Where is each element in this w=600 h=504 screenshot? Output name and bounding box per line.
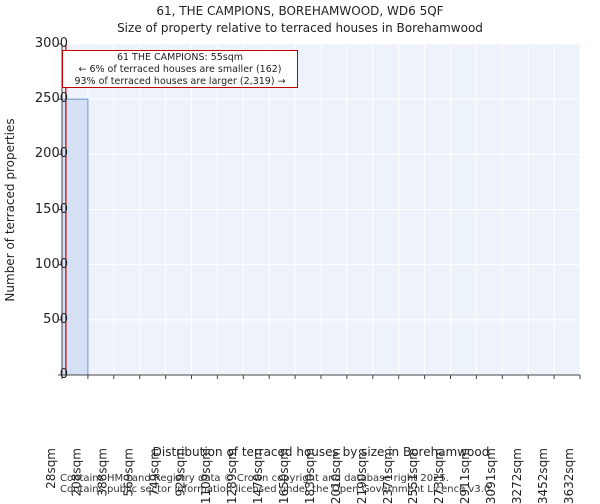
footer-licence: Contains public sector information licen… [60, 484, 494, 495]
x-tick-label: 569sqm [121, 448, 136, 497]
x-tick-label: 2551sqm [406, 448, 421, 504]
x-tick-label: 3632sqm [562, 448, 576, 504]
y-axis-label: Number of terraced properties [3, 118, 17, 302]
annotation-box: 61 THE CAMPIONS: 55sqm ← 6% of terraced … [62, 50, 298, 88]
x-tick-label: 3272sqm [510, 448, 525, 504]
x-axis-label: Distribution of terraced houses by size … [152, 445, 490, 459]
x-tick-label: 2911sqm [458, 448, 473, 504]
x-tick-label: 1289sqm [225, 448, 240, 504]
x-tick-label: 1830sqm [303, 448, 317, 504]
y-tick-label: 1000 [34, 256, 68, 272]
y-tick-label: 3000 [34, 36, 68, 51]
chart-subtitle: Size of property relative to terraced ho… [117, 21, 483, 35]
x-tick-label: 2731sqm [432, 448, 447, 504]
x-tick-label: 3091sqm [484, 448, 499, 504]
y-tick-label: 500 [43, 311, 68, 327]
x-tick-label: 1470sqm [251, 448, 266, 504]
x-tick-label: 749sqm [147, 448, 162, 497]
x-tick-label: 388sqm [95, 448, 110, 497]
x-tick-label: 3452sqm [536, 448, 551, 504]
y-tick-label: 2000 [34, 146, 68, 162]
footer-copyright: Contains HM Land Registry data © Crown c… [60, 473, 449, 484]
y-tick-label: 2500 [34, 91, 68, 107]
x-tick-label: 208sqm [69, 448, 84, 497]
annotation-line-3: 93% of terraced houses are larger (2,319… [74, 76, 286, 87]
x-tick-label: 1650sqm [277, 448, 292, 504]
x-tick-label: 28sqm [44, 448, 58, 489]
annotation-line-2: ← 6% of terraced houses are smaller (162… [78, 64, 282, 75]
x-tick-label: 2010sqm [328, 448, 343, 504]
y-tick-label: 1500 [34, 201, 68, 217]
x-tick-label: 929sqm [173, 448, 188, 497]
x-tick-label: 1109sqm [199, 448, 214, 504]
y-tick-label: 0 [59, 367, 68, 382]
annotation-line-1: 61 THE CAMPIONS: 55sqm [116, 52, 244, 63]
x-tick-label: 2371sqm [380, 448, 395, 504]
x-tick-label: 2190sqm [354, 448, 369, 504]
chart-title: 61, THE CAMPIONS, BOREHAMWOOD, WD6 5QF [156, 4, 444, 18]
